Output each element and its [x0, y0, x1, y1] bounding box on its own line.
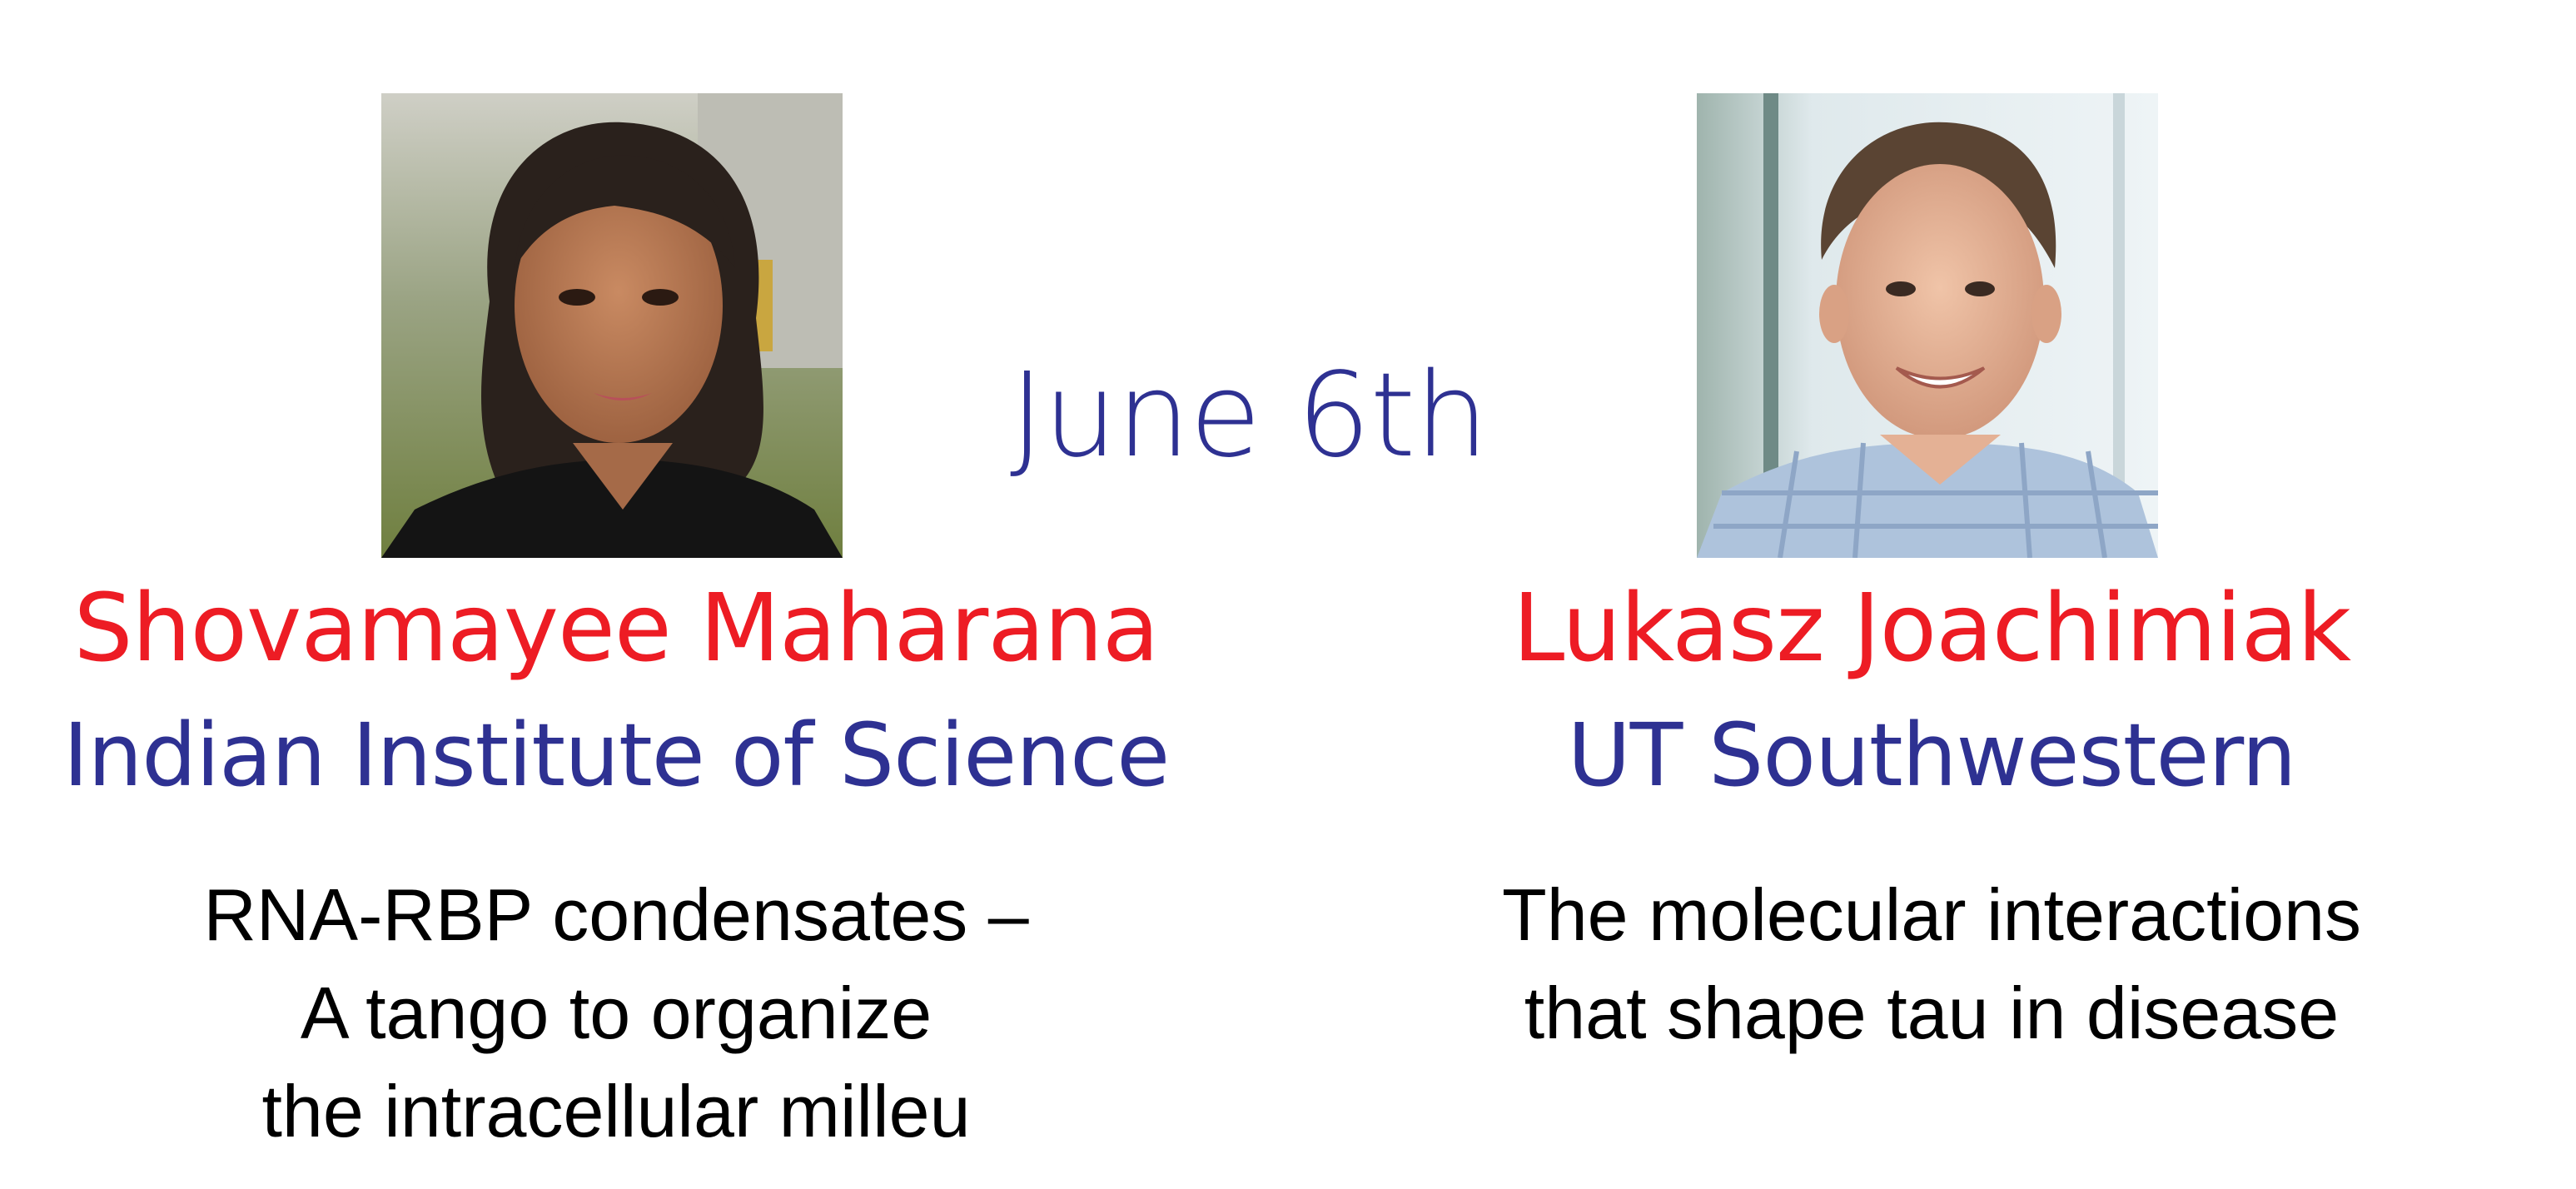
talk-title-line: A tango to organize: [300, 972, 932, 1054]
event-date: June 6th: [1009, 348, 1489, 484]
talk-title: The molecular interactions that shape ta…: [1307, 866, 2556, 1062]
speaker-affiliation: UT Southwestern: [1567, 704, 2297, 806]
portrait-photo-lukasz-joachimiak: [1697, 93, 2158, 558]
talk-title-line: the intracellular milleu: [261, 1070, 971, 1152]
portrait-photo-shovamayee-maharana: [381, 93, 843, 558]
speaker-name: Shovamayee Maharana: [73, 575, 1159, 683]
speaker-affiliation: Indian Institute of Science: [62, 704, 1171, 806]
speaker-name: Lukasz Joachimiak: [1512, 575, 2351, 683]
talk-title-line: that shape tau in disease: [1524, 972, 2340, 1054]
talk-title: RNA-RBP condensates – A tango to organiz…: [0, 866, 1241, 1161]
talk-title-line: RNA-RBP condensates –: [203, 873, 1029, 956]
talk-title-line: The molecular interactions: [1501, 873, 2362, 956]
